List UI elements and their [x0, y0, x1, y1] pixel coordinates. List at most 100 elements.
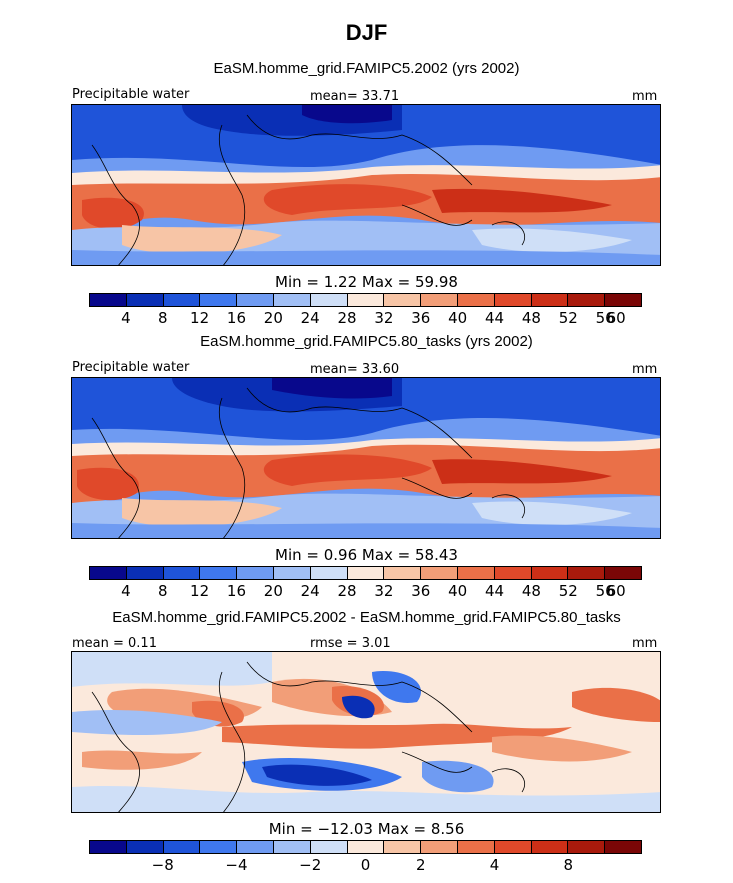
colorbar-swatch [200, 841, 238, 853]
colorbar-tick-label: 44 [484, 309, 505, 327]
colorbar-swatch [90, 294, 127, 306]
colorbar-tick-label: 8 [563, 856, 574, 874]
colorbar-tick-label: 12 [190, 309, 210, 327]
colorbar-swatch [457, 567, 495, 579]
panel-3-colorbar [89, 840, 642, 854]
panel-3-minmax: Min = −12.03 Max = 8.56 [268, 820, 465, 838]
colorbar-tick-label: 20 [263, 582, 283, 600]
colorbar-swatch [310, 841, 348, 853]
colorbar-swatch [310, 567, 348, 579]
colorbar-swatch [126, 841, 164, 853]
colorbar-tick-label: 56 [595, 582, 615, 600]
colorbar-tick-label: 2 [416, 856, 426, 874]
colorbar-tick-label: 40 [448, 582, 468, 600]
colorbar-swatch [310, 294, 348, 306]
colorbar-tick-label: 32 [374, 309, 394, 327]
colorbar-swatch [421, 841, 458, 853]
colorbar-tick-label: 20 [263, 309, 283, 327]
panel-1-map [71, 104, 661, 266]
figure-title: DJF [345, 20, 388, 45]
colorbar-swatch [531, 567, 569, 579]
colorbar-tick-label: 28 [337, 582, 357, 600]
colorbar-swatch [531, 294, 569, 306]
colorbar-swatch [605, 841, 641, 853]
colorbar-swatch [494, 567, 532, 579]
colorbar-tick-label: 36 [411, 309, 431, 327]
panel-1-colorbar-ticks: 4 8 12 16 20 24 28 32 36 40 44 48 52 56 60 [89, 309, 642, 327]
colorbar-swatch [126, 567, 164, 579]
panel-2-colorbar [89, 566, 642, 580]
colorbar-tick-label: 4 [121, 309, 131, 327]
panel-3-units-label: mm [632, 636, 658, 651]
colorbar-tick-label: 0 [360, 856, 371, 874]
colorbar-swatch [605, 567, 641, 579]
panel-3-subtitle: EaSM.homme_grid.FAMIPC5.2002 - EaSM.homm… [112, 609, 621, 626]
colorbar-tick-label: 48 [521, 309, 541, 327]
panel-1-variable-label: Precipitable water [72, 87, 190, 102]
panel-2-minmax: Min = 0.96 Max = 58.43 [275, 546, 458, 564]
colorbar-swatch [200, 294, 238, 306]
colorbar-swatch [273, 567, 311, 579]
panel-1-colorbar [89, 293, 642, 307]
colorbar-swatch [494, 294, 532, 306]
colorbar-swatch [347, 841, 385, 853]
colorbar-swatch [605, 294, 641, 306]
colorbar-swatch [90, 567, 127, 579]
colorbar-swatch [568, 294, 606, 306]
colorbar-swatch [237, 567, 274, 579]
colorbar-tick-label: 28 [337, 309, 357, 327]
colorbar-tick-label: 56 [595, 309, 615, 327]
colorbar-tick-label: 40 [448, 309, 468, 327]
colorbar-tick-label: 48 [521, 582, 541, 600]
colorbar-tick-label: 16 [226, 309, 246, 327]
colorbar-tick-label: 24 [300, 582, 320, 600]
panel-1-subtitle: EaSM.homme_grid.FAMIPC5.2002 (yrs 2002) [213, 60, 520, 77]
colorbar-swatch [200, 567, 238, 579]
colorbar-swatch [457, 841, 495, 853]
colorbar-swatch [457, 294, 495, 306]
colorbar-tick-label: 4 [489, 856, 500, 874]
colorbar-swatch [163, 294, 201, 306]
panel-2-mean-label: mean= 33.60 [310, 362, 400, 377]
panel-3-map [71, 651, 661, 813]
colorbar-swatch [163, 567, 201, 579]
colorbar-swatch [384, 294, 422, 306]
colorbar-tick-label: 44 [484, 582, 505, 600]
panel-2-units-label: mm [632, 362, 658, 377]
colorbar-tick-label: −8 [151, 856, 174, 874]
colorbar-swatch [126, 294, 164, 306]
colorbar-swatch [568, 567, 606, 579]
colorbar-tick-label: 4 [121, 582, 131, 600]
colorbar-swatch [384, 841, 422, 853]
colorbar-tick-label: 16 [226, 582, 246, 600]
panel-3-rmse-label: rmse = 3.01 [310, 636, 391, 651]
panel-3-mean-label: mean = 0.11 [72, 636, 157, 651]
colorbar-swatch [421, 294, 458, 306]
panel-1-units-label: mm [632, 89, 658, 104]
colorbar-swatch [273, 294, 311, 306]
colorbar-swatch [568, 841, 606, 853]
colorbar-swatch [273, 841, 311, 853]
colorbar-tick-label: 52 [558, 309, 578, 327]
panel-1-minmax: Min = 1.22 Max = 59.98 [275, 273, 458, 291]
colorbar-swatch [421, 567, 458, 579]
panel-2-map [71, 377, 661, 539]
colorbar-swatch [531, 841, 569, 853]
colorbar-tick-label: −2 [299, 856, 322, 874]
colorbar-swatch [494, 841, 532, 853]
colorbar-swatch [237, 294, 274, 306]
panel-2-colorbar-ticks: 4 8 12 16 20 24 28 32 36 40 44 48 52 56 60 [89, 582, 642, 600]
colorbar-tick-label: 52 [558, 582, 578, 600]
colorbar-tick-label: −4 [225, 856, 248, 874]
colorbar-swatch [237, 841, 274, 853]
colorbar-tick-label: 8 [157, 309, 168, 327]
colorbar-swatch [347, 294, 385, 306]
colorbar-tick-label: 60 [606, 309, 626, 327]
panel-1-mean-label: mean= 33.71 [310, 89, 400, 104]
colorbar-tick-label: 32 [374, 582, 394, 600]
colorbar-swatch [163, 841, 201, 853]
colorbar-tick-label: 60 [606, 582, 626, 600]
colorbar-tick-label: 24 [300, 309, 320, 327]
colorbar-swatch [347, 567, 385, 579]
panel-3-colorbar-ticks: −8 −4 −2 0 2 4 8 [89, 856, 642, 874]
